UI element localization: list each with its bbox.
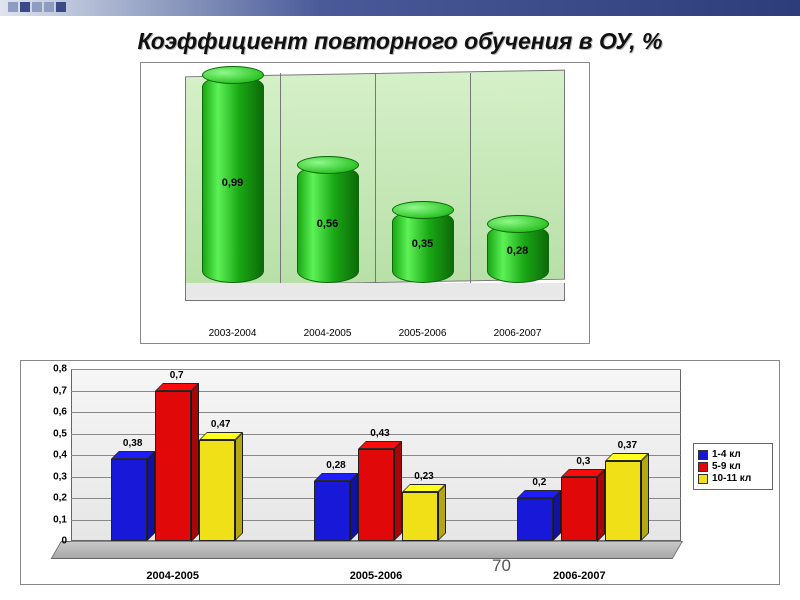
bar-value-label: 0,38 bbox=[108, 438, 158, 449]
bar-value-label: 0,37 bbox=[602, 440, 652, 451]
cylinder-value-label: 0,35 bbox=[392, 238, 454, 250]
grouped-bar-y-label: 0,1 bbox=[31, 514, 67, 525]
cylinder-chart-plot: 0,99 0,56 0,35 0,28 bbox=[185, 73, 565, 301]
decorative-squares bbox=[8, 2, 66, 12]
legend: 1-4 кл5-9 кл10-11 кл bbox=[693, 443, 773, 490]
grouped-bar-y-label: 0 bbox=[31, 536, 67, 547]
bar-value-label: 0,47 bbox=[196, 419, 246, 430]
grouped-bar-chart: 0,38 0,7 0,47 0,28 0,43 0,23 0,2 0,3 0,37 0 0,1 0,… bbox=[20, 360, 780, 585]
legend-label: 10-11 кл bbox=[712, 473, 751, 484]
cylinder-chart-floor bbox=[185, 283, 565, 301]
grouped-bar-y-label: 0,2 bbox=[31, 493, 67, 504]
cylinder-chart-x-label: 2005-2006 bbox=[383, 328, 463, 339]
bar-value-label: 0,43 bbox=[355, 428, 405, 439]
grouped-bar-gridline bbox=[71, 541, 681, 542]
grouped-bar-x-label: 2004-2005 bbox=[71, 570, 274, 582]
cylinder-chart-gridline bbox=[470, 73, 471, 283]
cylinder-value-label: 0,28 bbox=[487, 245, 549, 257]
cylinder-chart-x-label: 2004-2005 bbox=[288, 328, 368, 339]
slide-top-border bbox=[0, 0, 800, 16]
grouped-bar-x-label: 2005-2006 bbox=[274, 570, 477, 582]
bar-value-label: 0,2 bbox=[514, 477, 564, 488]
grouped-bar-y-label: 0,3 bbox=[31, 471, 67, 482]
grouped-bar-chart-plot: 0,38 0,7 0,47 0,28 0,43 0,23 0,2 0,3 0,37 bbox=[71, 369, 681, 559]
legend-label: 5-9 кл bbox=[712, 461, 741, 472]
cylinder-chart-gridline bbox=[280, 73, 281, 283]
bar-value-label: 0,28 bbox=[311, 460, 361, 471]
legend-swatch bbox=[698, 462, 708, 472]
cylinder-value-label: 0,56 bbox=[297, 218, 359, 230]
grouped-bar-y-label: 0,8 bbox=[31, 364, 67, 375]
cylinder-value-label: 0,99 bbox=[202, 177, 264, 189]
legend-label: 1-4 кл bbox=[712, 449, 741, 460]
grouped-bar-y-label: 0,7 bbox=[31, 385, 67, 396]
legend-item: 1-4 кл bbox=[698, 449, 768, 460]
page-number: 70 bbox=[492, 556, 511, 576]
bar-value-label: 0,3 bbox=[558, 456, 608, 467]
legend-swatch bbox=[698, 474, 708, 484]
cylinder-chart: 0,99 0,56 0,35 0,28 2003-2004 2004-2005 2005-… bbox=[140, 62, 590, 344]
legend-item: 5-9 кл bbox=[698, 461, 768, 472]
grouped-bar-chart-floor bbox=[51, 541, 683, 559]
cylinder-chart-gridline bbox=[375, 73, 376, 283]
grouped-bar-y-label: 0,4 bbox=[31, 450, 67, 461]
slide-title: Коэффициент повторного обучения в ОУ, % bbox=[0, 28, 800, 55]
bar-value-label: 0,23 bbox=[399, 471, 449, 482]
cylinder-chart-x-label: 2003-2004 bbox=[193, 328, 273, 339]
legend-swatch bbox=[698, 450, 708, 460]
bar-value-label: 0,7 bbox=[152, 370, 202, 381]
cylinder-chart-x-label: 2006-2007 bbox=[478, 328, 558, 339]
grouped-bar-y-label: 0,5 bbox=[31, 428, 67, 439]
legend-item: 10-11 кл bbox=[698, 473, 768, 484]
grouped-bar-y-label: 0,6 bbox=[31, 407, 67, 418]
